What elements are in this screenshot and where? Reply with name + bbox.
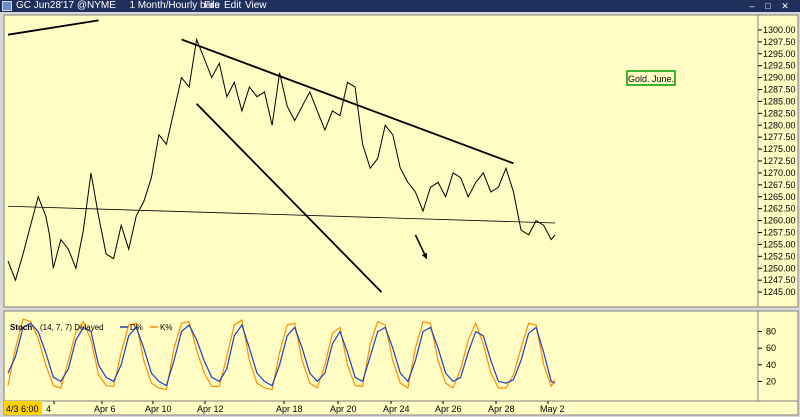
price-tick-label: 1300.00 (763, 25, 796, 35)
price-tick-label: 1290.00 (763, 73, 796, 83)
app-icon (2, 1, 12, 11)
price-ticks: 1245.00 1247.50 1250.00 1252.50 1255.001257.… (758, 25, 796, 297)
stoch-tick-label: 60 (766, 343, 776, 353)
price-tick-label: 1275.00 (763, 144, 796, 154)
price-tick-label: 1255.00 (763, 239, 796, 249)
price-tick-label: 1282.50 (763, 108, 796, 118)
price-tick-label: 1247.50 (763, 275, 796, 285)
maximize-icon[interactable]: □ (765, 1, 771, 11)
x-tick-label: Apr 10 (145, 404, 172, 414)
close-icon[interactable]: ✕ (781, 1, 789, 11)
price-tick-label: 1250.00 (763, 263, 796, 273)
stoch-ticks: 20 40 60 80 (758, 327, 776, 386)
x-tick-label: Apr 6 (94, 404, 116, 414)
stoch-params: (14, 7, 7) Delayed (40, 323, 104, 332)
price-tick-label: 1280.00 (763, 120, 796, 130)
price-tick-label: 1285.00 (763, 96, 796, 106)
trendline (7, 19, 99, 36)
arrow-head (421, 252, 428, 259)
x-tick-label: Apr 26 (435, 404, 462, 414)
time-cursor-label-bg (4, 401, 42, 415)
minimize-icon[interactable]: – (749, 1, 755, 11)
down-arrow (414, 234, 428, 260)
price-tick-label: 1287.50 (763, 85, 796, 95)
stoch-tick-label: 40 (766, 360, 776, 370)
trendline (195, 103, 383, 293)
legend-k-label: K% (160, 323, 172, 332)
menu-edit[interactable]: Edit (224, 0, 242, 11)
stoch-tick-label: 20 (766, 376, 776, 386)
menu-file[interactable]: File (204, 0, 221, 11)
stoch-axis (757, 310, 799, 402)
menu-view[interactable]: View (245, 0, 267, 11)
stoch-d-line (7, 322, 556, 387)
price-series-line (7, 37, 556, 282)
x-tick-label: Apr 28 (488, 404, 515, 414)
stoch-panel[interactable] (3, 310, 759, 402)
stoch-legend: Stoch (14, 7, 7) Delayed D% K% (10, 323, 172, 332)
legend-d-label: D% (130, 323, 143, 332)
x-tick-label: Apr 18 (276, 404, 303, 414)
annotation-box (626, 70, 676, 86)
price-tick-label: 1265.00 (763, 192, 796, 202)
x-tick-label: Apr 12 (197, 404, 224, 414)
price-axis (757, 14, 799, 308)
trendline (181, 38, 514, 165)
stoch-title: Stoch (10, 323, 32, 332)
chart-annotation-label[interactable]: Gold. June. (626, 70, 676, 86)
stoch-tick-label: 80 (766, 327, 776, 337)
price-tick-label: 1257.50 (763, 228, 796, 238)
window-title: GC Jun28'17 @NYME (16, 0, 116, 11)
x-tick-label: 4/3 6:00 (6, 404, 39, 414)
price-tick-label: 1292.50 (763, 61, 796, 71)
annotation-text: Gold. June. (628, 74, 674, 84)
window-titlebar[interactable]: GC Jun28'17 @NYME 1 Month/Hourly bars Fi… (0, 0, 800, 12)
stoch-k-line (7, 318, 556, 391)
price-tick-label: 1270.00 (763, 168, 796, 178)
chart-window: 1245.00 1247.50 1250.00 1252.50 1255.00 1257.… (0, 12, 800, 417)
price-tick-label: 1267.50 (763, 180, 796, 190)
chart-canvas[interactable]: 1245.00 1247.50 1250.00 1252.50 1255.001257.… (0, 12, 800, 417)
price-tick-label: 1297.50 (763, 37, 796, 47)
x-tick-label: May 2 (540, 404, 565, 414)
window-timeframe[interactable]: 1 Month/Hourly bars (129, 0, 220, 11)
trendline (7, 205, 556, 224)
x-tick-label: 4 (46, 404, 51, 414)
x-tick-label: Apr 24 (383, 404, 410, 414)
x-tick-label: Apr 20 (330, 404, 357, 414)
price-tick-label: 1277.50 (763, 132, 796, 142)
x-ticks: 4/3 6:00 4 Apr 6 Apr 10 Apr 12 Apr 18 Apr 20 Ap… (6, 401, 565, 414)
price-tick-label: 1272.50 (763, 156, 796, 166)
price-tick-label: 1262.50 (763, 204, 796, 214)
price-tick-label: 1260.00 (763, 216, 796, 226)
price-tick-label: 1252.50 (763, 251, 796, 261)
price-tick-label: 1295.00 (763, 49, 796, 59)
price-tick-label: 1245.00 (763, 287, 796, 297)
price-panel[interactable] (3, 14, 759, 308)
trendlines[interactable] (7, 19, 556, 293)
